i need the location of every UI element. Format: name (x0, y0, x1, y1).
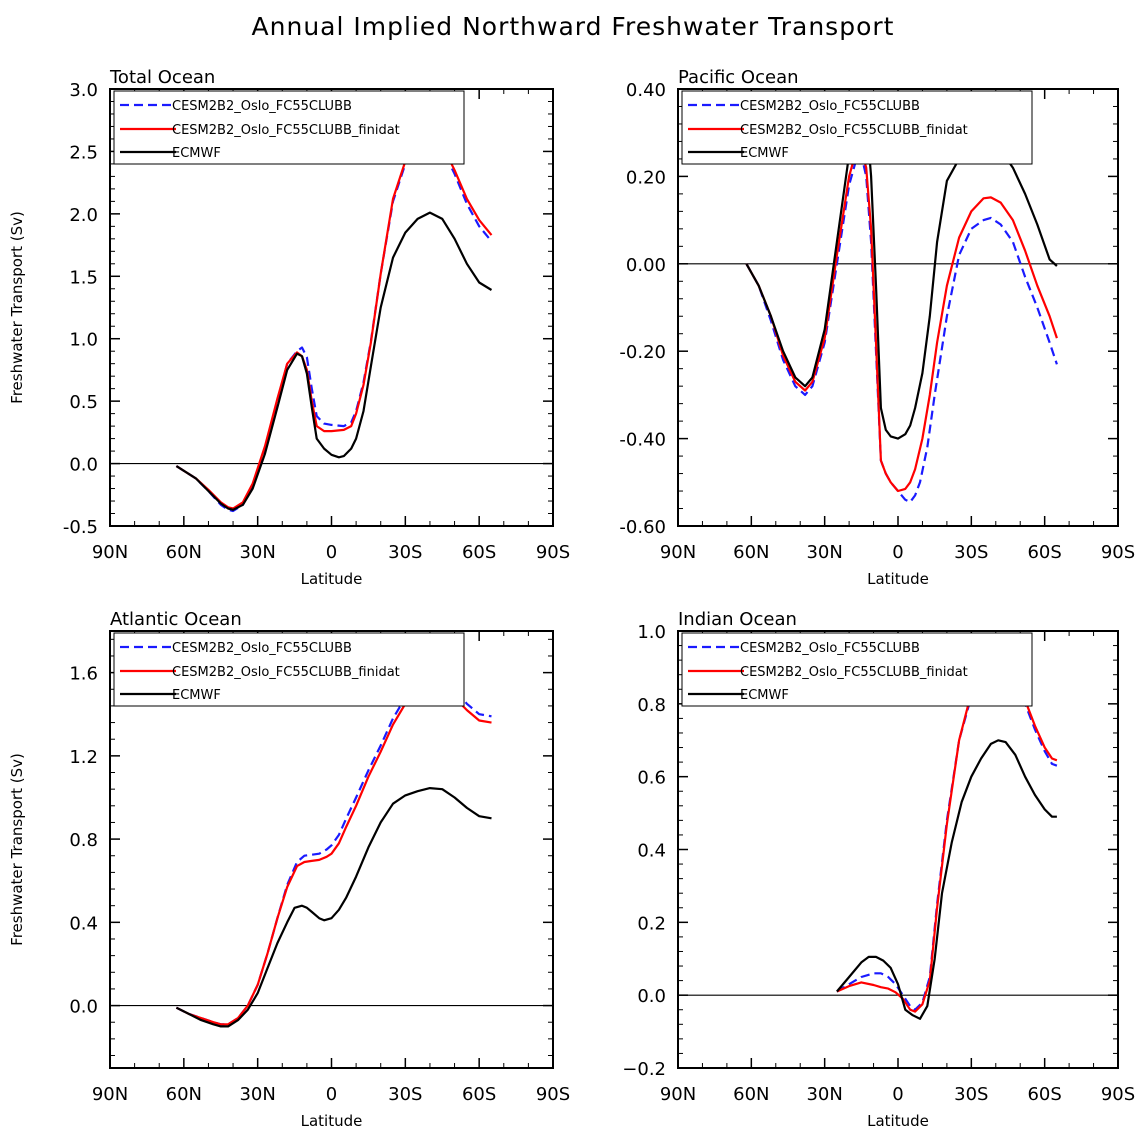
y-tick-label: 0.4 (637, 841, 666, 862)
y-tick-label: 0.0 (69, 455, 98, 476)
series-line-cesm2b2-oslo-fc55clubb-finidat (745, 149, 1058, 493)
x-tick-label: 30S (954, 1084, 988, 1105)
x-tick-label: 90S (536, 1084, 570, 1105)
y-tick-label: 3.0 (69, 80, 98, 101)
x-tick-label: 90N (92, 542, 128, 563)
series-line-cesm2b2-oslo-fc55clubb (745, 153, 1058, 504)
figure-title: Annual Implied Northward Freshwater Tran… (252, 12, 895, 41)
y-tick-label: -0.5 (63, 517, 98, 538)
x-tick-label: 30N (806, 542, 842, 563)
y-tick-label: 1.0 (69, 330, 98, 351)
y-tick-label: 0.2 (637, 913, 666, 934)
x-tick-label: 90S (536, 542, 570, 563)
legend: CESM2B2_Oslo_FC55CLUBB CESM2B2_Oslo_FC55C… (113, 632, 465, 707)
panel-pacific-ocean: Pacific Ocean 90N 60N 30N 0 30S 60S 90S -0.60 -0.… (619, 67, 1135, 588)
x-axis-label: Latitude (301, 570, 363, 588)
x-tick-label: 0 (892, 542, 903, 563)
panel-title: Pacific Ocean (678, 67, 799, 88)
x-tick-label: 60N (733, 542, 769, 563)
series-line-ecmwf (836, 739, 1057, 1020)
series-line-cesm2b2-oslo-fc55clubb (836, 666, 1058, 1011)
legend-label: CESM2B2_Oslo_FC55CLUBB (740, 99, 920, 114)
x-tick-label: 90S (1101, 542, 1135, 563)
x-tick-label: 90N (660, 542, 696, 563)
y-tick-label: 0.8 (69, 830, 98, 851)
x-tick-label: 30N (806, 1084, 842, 1105)
x-tick-label: 30N (239, 542, 275, 563)
x-tick-label: 90N (92, 1084, 128, 1105)
y-tick-label: -0.20 (619, 342, 666, 363)
y-tick-label: 1.0 (637, 622, 666, 643)
x-tick-label: 0 (892, 1084, 903, 1105)
legend-label: CESM2B2_Oslo_FC55CLUBB (740, 641, 920, 656)
x-tick-label: 60N (733, 1084, 769, 1105)
panel-indian-ocean: Indian Ocean 90N 60N 30N 0 30S 60S 90S −0.2 0.0 0.… (622, 609, 1135, 1130)
y-tick-label: 2.5 (69, 142, 98, 163)
y-tick-label: 1.5 (69, 267, 98, 288)
x-tick-label: 60N (166, 542, 202, 563)
x-tick-label: 0 (326, 542, 337, 563)
x-axis-label: Latitude (301, 1112, 363, 1130)
y-axis-label: Freshwater Transport (Sv) (8, 211, 26, 404)
series-line-ecmwf (175, 786, 492, 1028)
series-line-ecmwf (175, 211, 493, 511)
x-tick-label: 30S (388, 542, 422, 563)
legend: CESM2B2_Oslo_FC55CLUBB CESM2B2_Oslo_FC55C… (681, 632, 1033, 707)
legend-label: CESM2B2_Oslo_FC55CLUBB_finidat (172, 123, 400, 138)
y-tick-label: 0.00 (626, 255, 666, 276)
y-tick-label: 0.40 (626, 80, 666, 101)
x-tick-label: 90N (660, 1084, 696, 1105)
x-tick-label: 60S (1027, 1084, 1061, 1105)
legend-label: ECMWF (740, 146, 789, 161)
x-tick-label: 60S (462, 542, 496, 563)
legend-label: CESM2B2_Oslo_FC55CLUBB_finidat (172, 665, 400, 680)
legend-label: CESM2B2_Oslo_FC55CLUBB_finidat (740, 665, 968, 680)
series-line-cesm2b2-oslo-fc55clubb-finidat (175, 137, 493, 510)
y-tick-label: 0.20 (626, 167, 666, 188)
panels: Total Ocean 90N 60N 30N 0 30S 60S 90S -0.5 0.0 0.5… (8, 67, 1135, 1130)
y-tick-label: 0.6 (637, 768, 666, 789)
y-tick-label: -0.60 (619, 517, 666, 538)
x-tick-label: 30S (954, 542, 988, 563)
legend: CESM2B2_Oslo_FC55CLUBB CESM2B2_Oslo_FC55C… (681, 90, 1033, 165)
x-tick-label: 60S (462, 1084, 496, 1105)
panel-title: Indian Ocean (678, 609, 797, 630)
x-tick-label: 0 (326, 1084, 337, 1105)
y-tick-label: 0.5 (69, 392, 98, 413)
y-tick-label: 1.2 (69, 747, 98, 768)
panel-atlantic-ocean: Atlantic Ocean 90N 60N 30N 0 30S 60S 90S 0.0 0.4 0… (8, 609, 570, 1130)
legend-label: CESM2B2_Oslo_FC55CLUBB (172, 641, 352, 656)
y-tick-label: 2.0 (69, 205, 98, 226)
x-tick-label: 90S (1101, 1084, 1135, 1105)
x-axis-label: Latitude (867, 570, 929, 588)
x-tick-label: 60N (166, 1084, 202, 1105)
legend-label: ECMWF (740, 688, 789, 703)
y-tick-label: 0.0 (69, 997, 98, 1018)
y-axis-label: Freshwater Transport (Sv) (8, 753, 26, 946)
x-tick-label: 60S (1027, 542, 1061, 563)
panel-total-ocean: Total Ocean 90N 60N 30N 0 30S 60S 90S -0.5 0.0 0.5… (8, 67, 570, 588)
panel-title: Total Ocean (109, 67, 215, 88)
legend-label: ECMWF (172, 688, 221, 703)
legend-label: CESM2B2_Oslo_FC55CLUBB (172, 99, 352, 114)
legend: CESM2B2_Oslo_FC55CLUBB CESM2B2_Oslo_FC55C… (113, 90, 465, 165)
y-tick-label: 0.8 (637, 695, 666, 716)
x-axis-label: Latitude (867, 1112, 929, 1130)
series-line-cesm2b2-oslo-fc55clubb-finidat (836, 664, 1058, 1013)
y-tick-label: 0.4 (69, 913, 98, 934)
y-tick-label: 0.0 (637, 986, 666, 1007)
panel-title: Atlantic Ocean (110, 609, 242, 630)
y-tick-label: 1.6 (69, 664, 98, 685)
legend-label: CESM2B2_Oslo_FC55CLUBB_finidat (740, 123, 968, 138)
series-line-cesm2b2-oslo-fc55clubb-finidat (175, 681, 492, 1026)
x-tick-label: 30S (388, 1084, 422, 1105)
y-tick-label: −0.2 (622, 1059, 666, 1080)
x-tick-label: 30N (239, 1084, 275, 1105)
legend-label: ECMWF (172, 146, 221, 161)
y-tick-label: -0.40 (619, 430, 666, 451)
